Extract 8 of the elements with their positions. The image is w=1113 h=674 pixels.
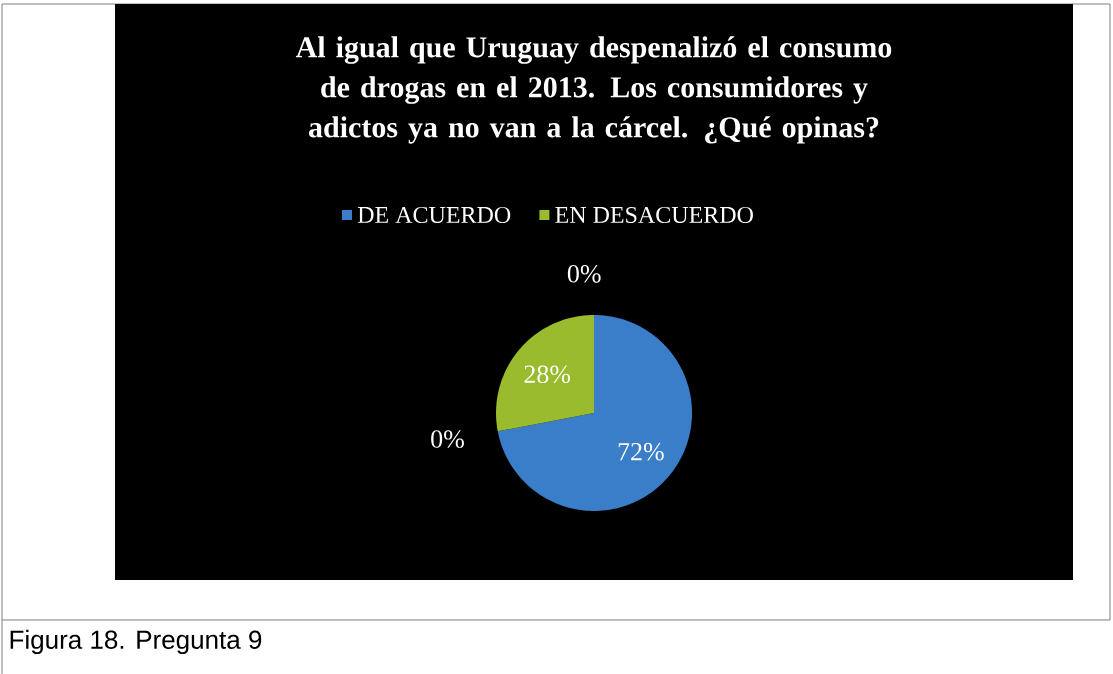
data-label: 28% xyxy=(524,365,571,384)
legend-label: EN DESACUERDO xyxy=(555,206,753,224)
text: 0% xyxy=(567,265,601,283)
legend-label: DE ACUERDO xyxy=(357,206,511,224)
text: 0% xyxy=(431,430,464,448)
data-label: 72% xyxy=(618,442,664,461)
text: Figura 18. Pregunta 9 xyxy=(10,629,262,655)
chart-title: Al igual que Uruguay despenalizó el consumo de drogas en el 2013. Los consumidores y adictos ya no van a la cárcel. ¿Qué opinas? xyxy=(295,36,892,144)
